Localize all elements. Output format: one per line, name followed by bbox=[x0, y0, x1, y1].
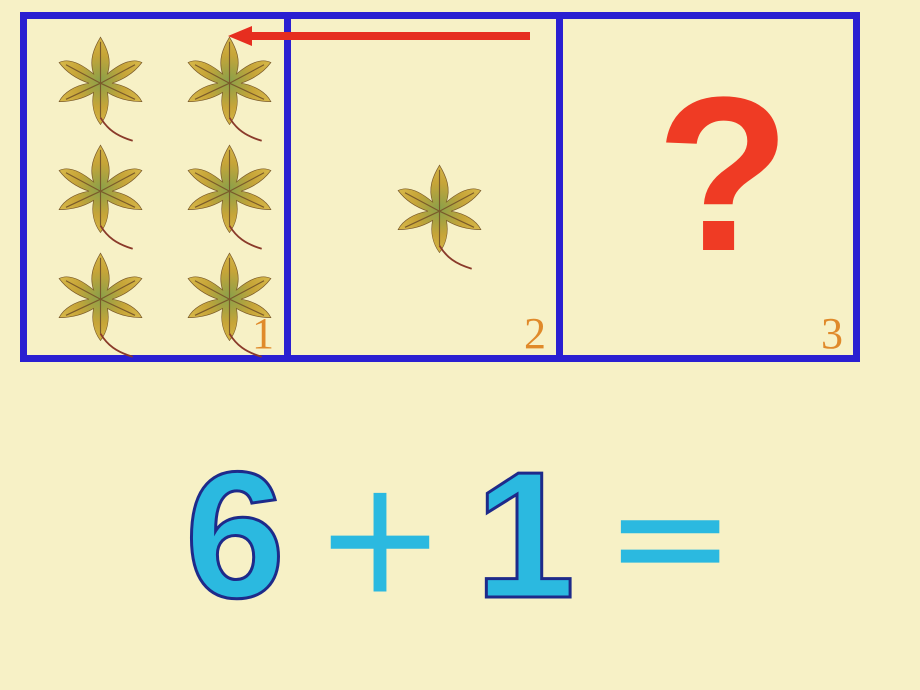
math-slide: 1 2 3 ? bbox=[0, 0, 920, 690]
maple-leaf-icon bbox=[43, 28, 158, 143]
maple-leaf-icon bbox=[43, 136, 158, 251]
leaf-icon bbox=[43, 244, 158, 359]
leaf-icon bbox=[382, 156, 497, 271]
equation-right: 1 bbox=[475, 432, 575, 639]
maple-leaf-icon bbox=[172, 244, 287, 359]
leaf-icon bbox=[43, 136, 158, 251]
leaf-icon bbox=[172, 136, 287, 251]
plus-icon: ＋ bbox=[315, 441, 445, 629]
leaf-icon bbox=[172, 28, 287, 143]
equation: 6 ＋ 1 ＝ bbox=[110, 420, 810, 650]
leaf-icon bbox=[172, 244, 287, 359]
equation-left: 6 bbox=[185, 432, 285, 639]
leaf-icon bbox=[43, 28, 158, 143]
maple-leaf-icon bbox=[172, 28, 287, 143]
maple-leaf-icon bbox=[172, 136, 287, 251]
maple-leaf-icon bbox=[382, 156, 497, 271]
equals-icon: ＝ bbox=[605, 441, 735, 629]
maple-leaf-icon bbox=[43, 244, 158, 359]
